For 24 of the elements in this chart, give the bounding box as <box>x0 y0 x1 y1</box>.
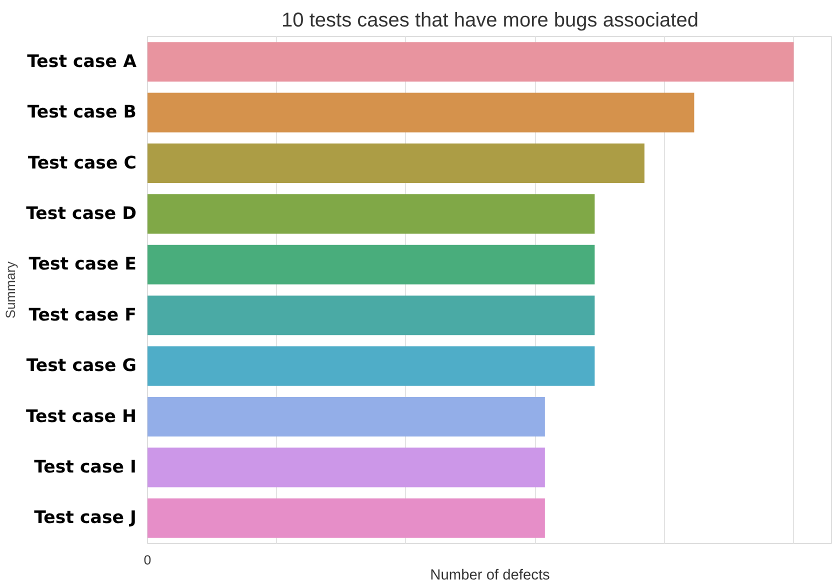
chart-title: 10 tests cases that have more bugs associated <box>282 10 698 32</box>
bar <box>148 498 545 538</box>
y-tick-label: Test case H <box>26 406 136 427</box>
y-tick-label: Test case D <box>26 204 137 224</box>
text: 0 <box>144 552 152 568</box>
y-tick-label: Test case E <box>28 254 137 275</box>
bar <box>148 244 595 284</box>
x-axis-title: Number of defects <box>430 568 550 584</box>
bar <box>148 396 545 437</box>
bar <box>148 194 595 234</box>
bar <box>148 92 694 132</box>
bar <box>148 296 595 336</box>
bar <box>148 42 794 82</box>
y-tick-label: Test case G <box>26 356 136 376</box>
bar <box>148 143 644 184</box>
y-axis-title: Summary <box>3 261 18 319</box>
bar <box>148 346 595 386</box>
y-tick-label: Test case I <box>34 457 137 478</box>
y-tick-label: Test case B <box>27 102 137 123</box>
y-tick-label: Test case J <box>34 508 137 528</box>
y-tick-label: Test case C <box>28 153 137 174</box>
y-tick-label: Test case F <box>28 305 137 326</box>
y-tick-label: Test case A <box>27 52 138 72</box>
bar <box>148 448 545 488</box>
